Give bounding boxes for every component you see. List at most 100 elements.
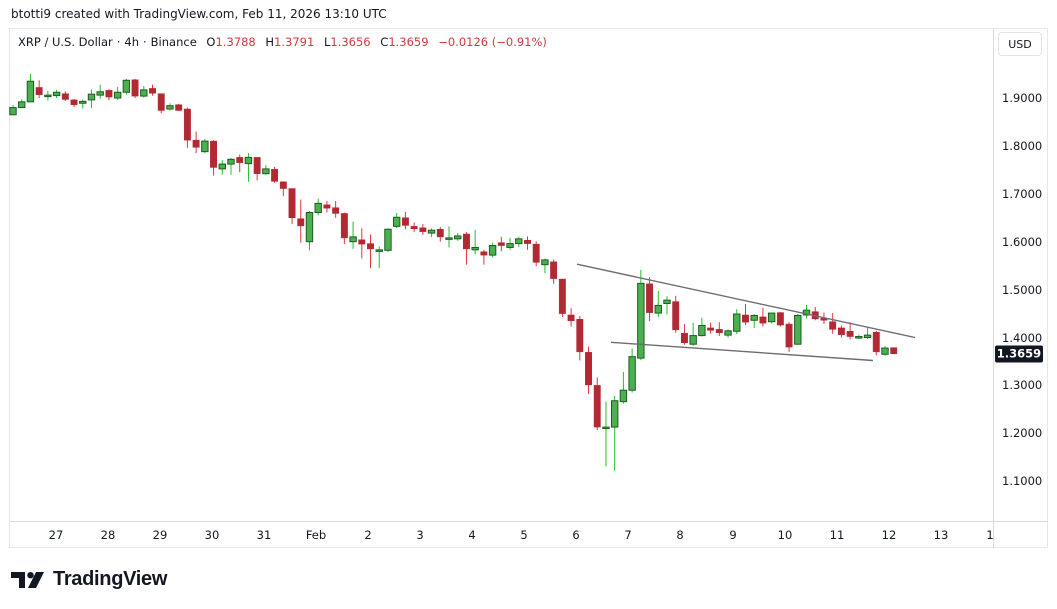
candle: [593, 377, 601, 430]
candle: [175, 103, 183, 111]
candle: [672, 295, 680, 333]
candle: [785, 322, 793, 352]
time-tick-label: 8: [676, 528, 684, 542]
candle: [707, 322, 715, 334]
tradingview-logo-text: TradingView: [53, 568, 168, 590]
candle: [872, 330, 880, 356]
candle: [61, 91, 69, 101]
candle: [279, 181, 287, 197]
candle: [367, 234, 374, 269]
candle: [680, 324, 688, 345]
candle: [375, 246, 383, 269]
time-tick-label: 3: [416, 528, 424, 542]
candle: [105, 89, 113, 101]
candle: [70, 98, 78, 108]
candle: [44, 90, 52, 101]
chart-frame: [9, 28, 1048, 548]
tradingview-logo[interactable]: TradingView: [11, 568, 167, 591]
candle: [149, 84, 156, 96]
candle: [515, 236, 523, 247]
high-label: H: [265, 35, 275, 49]
candle: [157, 93, 165, 114]
candle: [79, 99, 87, 109]
candle: [488, 242, 497, 258]
candle: [192, 131, 200, 154]
candle: [715, 322, 723, 337]
price-tick-label: 1.6000: [1002, 234, 1043, 249]
candle: [829, 313, 837, 334]
candle: [236, 154, 244, 173]
time-axis-corner: [993, 521, 1048, 548]
candle: [610, 395, 619, 471]
price-tick-label: 1.3000: [1002, 378, 1043, 393]
price-tick-label: 1.4000: [1002, 330, 1043, 345]
candle: [567, 308, 575, 327]
candle: [297, 199, 305, 243]
candle: [698, 317, 706, 337]
candle: [427, 228, 436, 237]
candle: [576, 315, 584, 361]
close-value: 1.3659: [388, 35, 429, 49]
candle: [837, 325, 845, 338]
candle: [846, 322, 854, 340]
interval[interactable]: 4h: [124, 35, 139, 49]
candle: [480, 249, 488, 265]
time-tick-label: 6: [572, 528, 580, 542]
time-tick-label: 10: [777, 528, 793, 542]
candle: [646, 277, 654, 322]
chart-attribution: btotti9 created with TradingView.com, Fe…: [11, 7, 387, 21]
price-tick-label: 1.7000: [1002, 186, 1043, 201]
high-value: 1.3791: [274, 35, 315, 49]
time-tick-label: 27: [48, 528, 64, 542]
candle: [288, 188, 296, 224]
last-price-label: 1.3659: [995, 345, 1043, 363]
legend-separator: ·: [116, 35, 121, 49]
open-value: 1.3788: [215, 35, 256, 49]
candle: [794, 314, 802, 345]
currency-button[interactable]: USD: [998, 32, 1042, 56]
candle: [497, 236, 505, 252]
candle: [637, 269, 645, 361]
candle: [340, 212, 348, 245]
candle: [218, 160, 226, 175]
time-tick-label: 31: [256, 528, 272, 542]
change-value: −0.0126 (−0.91%): [438, 35, 547, 49]
candle: [742, 303, 749, 326]
candle: [811, 306, 819, 321]
candle: [445, 226, 453, 248]
candle: [619, 371, 628, 404]
candle: [524, 236, 531, 250]
lower-wedge-line[interactable]: [610, 341, 874, 362]
close-label: C: [380, 35, 389, 49]
candle: [541, 258, 549, 274]
candle: [358, 228, 366, 259]
candle: [654, 291, 662, 317]
symbol-name[interactable]: XRP / U.S. Dollar: [18, 35, 113, 49]
time-axis[interactable]: [10, 521, 993, 548]
candle: [392, 212, 401, 229]
candle: [776, 312, 784, 327]
upper-wedge-line[interactable]: [576, 263, 916, 339]
time-tick-label: 7: [624, 528, 632, 542]
price-axis[interactable]: [993, 29, 1048, 521]
candle: [210, 140, 218, 176]
candle: [26, 74, 35, 103]
candle: [140, 86, 148, 98]
candle: [52, 89, 61, 98]
candle: [18, 99, 26, 109]
candle: [550, 259, 558, 284]
price-tick-label: 1.2000: [1002, 426, 1043, 441]
candle: [332, 200, 340, 218]
candle: [733, 309, 741, 335]
time-tick-label: Feb: [305, 528, 327, 542]
open-label: O: [206, 35, 216, 49]
candle: [9, 105, 17, 116]
candle: [602, 401, 610, 467]
candle: [855, 334, 863, 339]
candle: [462, 232, 470, 265]
time-tick-label: 13: [933, 528, 949, 542]
candle: [384, 228, 392, 253]
candle: [585, 346, 592, 395]
time-tick-label: 2: [364, 528, 372, 542]
